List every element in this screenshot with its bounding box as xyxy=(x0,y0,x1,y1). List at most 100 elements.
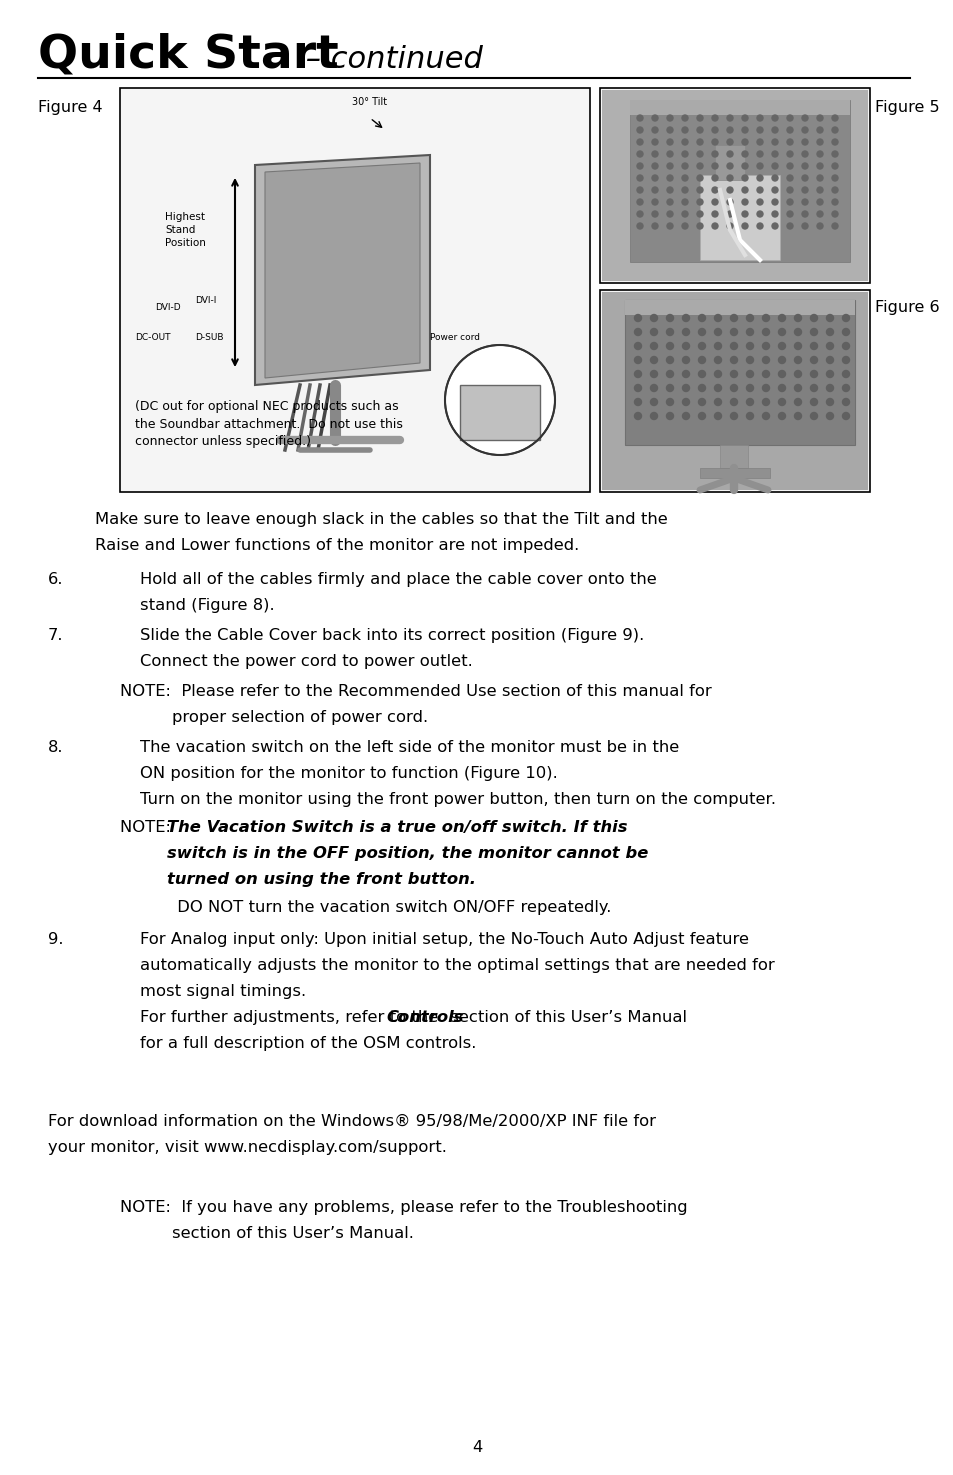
Circle shape xyxy=(778,413,784,419)
Text: Slide the Cable Cover back into its correct position (Figure 9).: Slide the Cable Cover back into its corr… xyxy=(140,628,643,643)
Circle shape xyxy=(650,329,657,335)
Circle shape xyxy=(711,150,718,156)
Circle shape xyxy=(698,314,705,322)
Circle shape xyxy=(771,199,778,205)
Circle shape xyxy=(681,223,687,229)
Circle shape xyxy=(745,342,753,350)
Circle shape xyxy=(801,115,807,121)
Text: switch is in the OFF position, the monitor cannot be: switch is in the OFF position, the monit… xyxy=(167,847,648,861)
Circle shape xyxy=(825,385,833,391)
Circle shape xyxy=(757,187,762,193)
Circle shape xyxy=(801,150,807,156)
Circle shape xyxy=(825,357,833,363)
Circle shape xyxy=(794,357,801,363)
Circle shape xyxy=(634,314,640,322)
Circle shape xyxy=(786,176,792,181)
Circle shape xyxy=(637,211,642,217)
Bar xyxy=(629,100,849,263)
Circle shape xyxy=(730,342,737,350)
Circle shape xyxy=(726,115,732,121)
Circle shape xyxy=(786,199,792,205)
Text: Power cord: Power cord xyxy=(430,333,479,342)
Circle shape xyxy=(778,357,784,363)
Circle shape xyxy=(816,223,822,229)
Circle shape xyxy=(697,187,702,193)
Circle shape xyxy=(831,187,837,193)
Circle shape xyxy=(816,199,822,205)
Circle shape xyxy=(711,115,718,121)
Circle shape xyxy=(741,150,747,156)
Circle shape xyxy=(651,139,658,145)
Circle shape xyxy=(666,176,672,181)
Circle shape xyxy=(816,187,822,193)
Circle shape xyxy=(831,164,837,170)
Circle shape xyxy=(841,398,848,406)
Circle shape xyxy=(681,139,687,145)
Circle shape xyxy=(757,150,762,156)
Text: For Analog input only: Upon initial setup, the No-Touch Auto Adjust feature: For Analog input only: Upon initial setu… xyxy=(140,932,748,947)
Circle shape xyxy=(637,223,642,229)
Circle shape xyxy=(666,164,672,170)
Circle shape xyxy=(666,413,673,419)
Circle shape xyxy=(697,164,702,170)
Circle shape xyxy=(757,211,762,217)
Text: The vacation switch on the left side of the monitor must be in the: The vacation switch on the left side of … xyxy=(140,740,679,755)
Circle shape xyxy=(681,187,687,193)
Bar xyxy=(601,90,867,282)
Circle shape xyxy=(666,342,673,350)
Circle shape xyxy=(730,398,737,406)
Text: NOTE:  If you have any problems, please refer to the Troubleshooting: NOTE: If you have any problems, please r… xyxy=(120,1201,687,1215)
Text: NOTE:  Please refer to the Recommended Use section of this manual for: NOTE: Please refer to the Recommended Us… xyxy=(120,684,711,699)
Bar xyxy=(120,88,589,493)
Circle shape xyxy=(697,150,702,156)
Circle shape xyxy=(741,187,747,193)
Bar xyxy=(459,385,539,440)
Circle shape xyxy=(761,357,769,363)
Text: section of this User’s Manual.: section of this User’s Manual. xyxy=(172,1226,414,1240)
Circle shape xyxy=(637,127,642,133)
Circle shape xyxy=(778,314,784,322)
Circle shape xyxy=(771,150,778,156)
Circle shape xyxy=(810,357,817,363)
Circle shape xyxy=(698,370,705,378)
Text: proper selection of power cord.: proper selection of power cord. xyxy=(172,709,428,726)
Circle shape xyxy=(816,139,822,145)
Circle shape xyxy=(816,211,822,217)
Circle shape xyxy=(634,357,640,363)
Text: D-SUB: D-SUB xyxy=(194,333,223,342)
Circle shape xyxy=(841,357,848,363)
Circle shape xyxy=(810,398,817,406)
Text: Hold all of the cables firmly and place the cable cover onto the: Hold all of the cables firmly and place … xyxy=(140,572,656,587)
Circle shape xyxy=(841,342,848,350)
Circle shape xyxy=(801,127,807,133)
Circle shape xyxy=(650,314,657,322)
Circle shape xyxy=(681,199,687,205)
Circle shape xyxy=(681,413,689,419)
Circle shape xyxy=(841,413,848,419)
Circle shape xyxy=(786,139,792,145)
Circle shape xyxy=(726,150,732,156)
Circle shape xyxy=(681,357,689,363)
Circle shape xyxy=(681,398,689,406)
Circle shape xyxy=(714,329,720,335)
Circle shape xyxy=(698,398,705,406)
Circle shape xyxy=(741,199,747,205)
Circle shape xyxy=(761,398,769,406)
Circle shape xyxy=(730,314,737,322)
Circle shape xyxy=(714,314,720,322)
Circle shape xyxy=(714,342,720,350)
Circle shape xyxy=(801,211,807,217)
Circle shape xyxy=(711,164,718,170)
Bar xyxy=(714,145,744,180)
Circle shape xyxy=(711,199,718,205)
Text: Raise and Lower functions of the monitor are not impeded.: Raise and Lower functions of the monitor… xyxy=(95,538,578,553)
Circle shape xyxy=(810,370,817,378)
Circle shape xyxy=(634,370,640,378)
Circle shape xyxy=(745,314,753,322)
Circle shape xyxy=(634,385,640,391)
Text: Quick Start: Quick Start xyxy=(38,32,338,78)
Circle shape xyxy=(771,223,778,229)
Circle shape xyxy=(831,211,837,217)
Bar xyxy=(601,292,867,490)
Circle shape xyxy=(801,164,807,170)
